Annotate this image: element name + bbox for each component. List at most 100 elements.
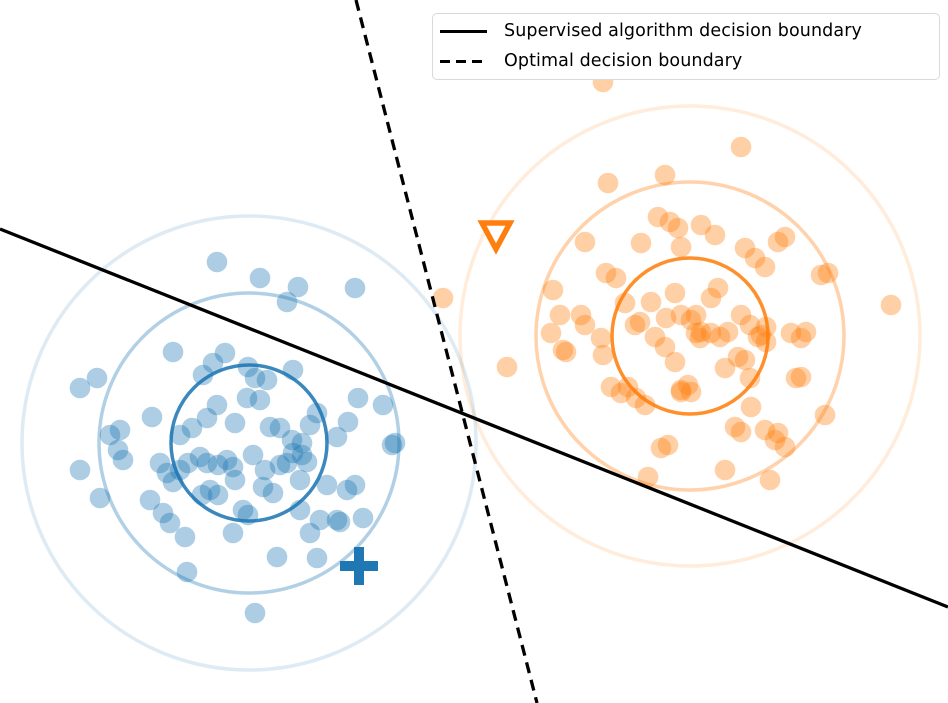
cluster-blue-point <box>149 452 171 474</box>
cluster-orange-point <box>704 224 726 246</box>
legend-label-optimal-boundary: Optimal decision boundary <box>504 50 743 71</box>
cluster-orange-point <box>767 422 789 444</box>
cluster-blue-point <box>281 429 303 451</box>
cluster-orange-point <box>685 322 707 344</box>
cluster-orange-point <box>759 469 781 491</box>
cluster-blue-point <box>287 276 309 298</box>
cluster-blue-point <box>162 471 184 493</box>
cluster-orange-point <box>774 226 796 248</box>
cluster-blue-point <box>242 444 264 466</box>
cluster-blue-point <box>189 446 211 468</box>
cluster-blue-point <box>112 449 134 471</box>
cluster-blue-point <box>99 424 121 446</box>
cluster-orange-point <box>670 381 692 403</box>
cluster-orange-point <box>670 236 692 258</box>
cluster-blue-ring-2sigma <box>97 291 401 595</box>
cluster-blue-point <box>69 459 91 481</box>
cluster-blue-point <box>344 277 366 299</box>
cluster-blue-point <box>222 456 244 478</box>
cluster-blue-point <box>206 394 228 416</box>
cluster-blue-point <box>139 489 161 511</box>
cluster-blue-point <box>141 406 163 428</box>
cluster-blue-point <box>199 479 221 501</box>
cluster-blue-point <box>276 452 298 474</box>
cluster-orange-point <box>700 322 722 344</box>
cluster-blue-point <box>326 509 348 531</box>
cluster-orange-point <box>605 267 627 289</box>
cluster-orange-point <box>540 322 562 344</box>
cluster-blue-point <box>196 452 218 474</box>
cluster-orange-point <box>754 256 776 278</box>
cluster-orange-point <box>880 294 902 316</box>
cluster-blue-point <box>329 511 351 533</box>
cluster-blue-point <box>344 474 366 496</box>
cluster-blue-point <box>352 507 374 529</box>
cluster-orange-point <box>614 292 636 314</box>
cluster-blue-point <box>207 454 229 476</box>
cluster-orange-point <box>647 206 669 228</box>
cluster-blue-point <box>282 359 304 381</box>
optimal-decision-boundary-line <box>354 0 539 703</box>
cluster-orange-point <box>685 304 707 326</box>
cluster-blue-point <box>244 602 266 624</box>
cluster-orange-point <box>814 404 836 426</box>
cluster-orange-point <box>764 429 786 451</box>
triangle-down-marker <box>477 220 515 255</box>
cluster-blue-point <box>256 369 278 391</box>
cluster-orange-point <box>780 322 802 344</box>
cluster-orange-point <box>750 324 772 346</box>
cluster-orange-point <box>664 351 686 373</box>
cluster-blue-point <box>249 389 271 411</box>
cluster-blue-point <box>296 451 318 473</box>
cluster-blue-point <box>259 416 281 438</box>
cluster-orange-point <box>617 376 639 398</box>
cluster-orange-point <box>714 459 736 481</box>
cluster-blue-point <box>282 442 304 464</box>
cluster-blue-point <box>176 561 198 583</box>
cluster-blue-point <box>384 432 406 454</box>
cluster-orange-point <box>690 321 712 343</box>
cluster-orange-point <box>755 331 777 353</box>
cluster-orange-point <box>552 339 574 361</box>
cluster-blue-point <box>306 547 328 569</box>
cluster-orange-point <box>739 367 761 389</box>
cluster-orange-point <box>595 262 617 284</box>
dashed-line-sample <box>440 59 487 64</box>
cluster-blue-point <box>236 387 258 409</box>
cluster-blue-point <box>177 452 199 474</box>
cluster-blue-point <box>381 434 403 456</box>
supervised-decision-boundary-line <box>0 227 948 609</box>
cluster-blue-point <box>162 341 184 363</box>
cluster-orange-point <box>574 231 596 253</box>
cluster-orange-point <box>717 321 739 343</box>
cluster-orange-point <box>549 304 571 326</box>
cluster-blue-point <box>237 356 259 378</box>
cluster-blue-point <box>299 414 321 436</box>
cluster-blue-point <box>372 394 394 416</box>
cluster-orange-point <box>555 341 577 363</box>
cluster-blue-point <box>207 484 229 506</box>
dashed-line-sample-stroke <box>440 59 487 64</box>
cluster-orange-point <box>630 232 652 254</box>
cluster-orange-point <box>655 307 677 329</box>
cluster-blue-point <box>326 426 348 448</box>
cluster-orange-point <box>432 287 454 309</box>
cluster-blue-point <box>196 407 218 429</box>
cluster-orange-point <box>740 396 762 418</box>
cluster-orange-ring-3sigma <box>458 104 922 568</box>
cluster-orange-point <box>730 421 752 443</box>
cluster-blue-point <box>156 462 178 484</box>
cluster-blue-point <box>89 487 111 509</box>
cluster-orange-point <box>707 277 729 299</box>
cluster-orange-point <box>629 311 651 333</box>
plus-marker <box>340 547 378 585</box>
cluster-blue-point <box>191 484 213 506</box>
cluster-orange-point <box>650 437 672 459</box>
cluster-blue-point <box>244 367 266 389</box>
cluster-orange-point <box>680 309 702 331</box>
cluster-orange-point <box>795 321 817 343</box>
cluster-blue-point <box>169 459 191 481</box>
cluster-orange-point <box>624 314 646 336</box>
